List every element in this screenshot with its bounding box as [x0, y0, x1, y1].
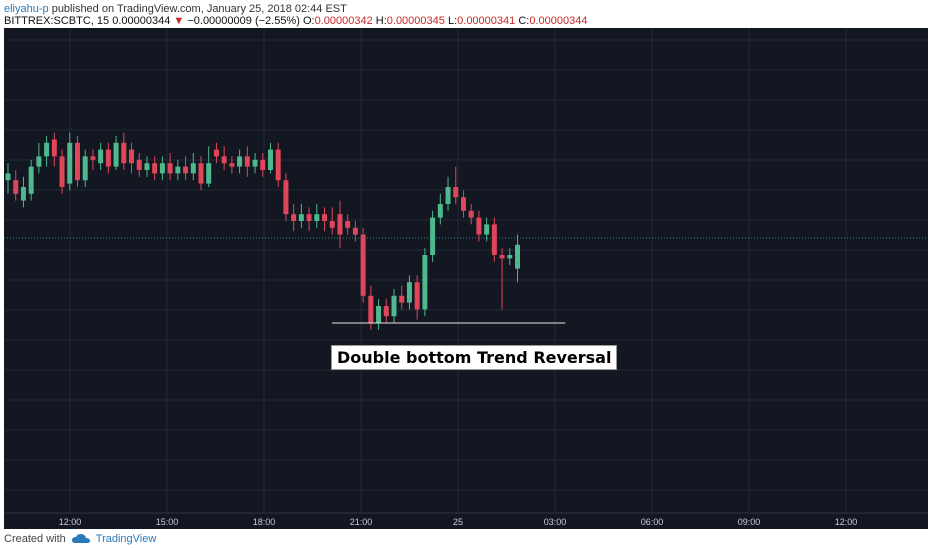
candle-body	[453, 187, 459, 198]
candle-body	[121, 142, 127, 164]
candle-body	[275, 149, 281, 181]
candle-body	[484, 224, 490, 235]
candle-body	[144, 163, 150, 170]
candle-body	[306, 214, 312, 221]
candle-body	[113, 142, 119, 167]
x-tick-label: 21:00	[350, 517, 373, 527]
candle-body	[183, 166, 189, 174]
high-value: 0.00000345	[386, 15, 445, 27]
x-tick-label: 06:00	[641, 517, 664, 527]
candle-body	[28, 166, 34, 194]
x-tick-label: 03:00	[544, 517, 567, 527]
candle-body	[314, 214, 320, 221]
low-label: L:	[447, 15, 458, 27]
candle-body	[499, 255, 505, 259]
candle-body	[67, 142, 73, 184]
candle-body	[244, 156, 250, 167]
candle-body	[198, 163, 204, 184]
candle-body	[105, 149, 111, 167]
candle-body	[82, 156, 88, 181]
candle-body	[460, 197, 466, 211]
candle-body	[360, 234, 366, 296]
candle-body	[237, 156, 243, 167]
candle-body	[430, 217, 436, 255]
candle-body	[175, 166, 181, 174]
candle-body	[507, 255, 513, 259]
candle-body	[352, 227, 358, 235]
x-tick-label: 12:00	[835, 517, 858, 527]
candle-body	[152, 163, 158, 174]
candle-body	[229, 163, 235, 167]
candle-body	[383, 306, 389, 317]
candle-body	[283, 180, 289, 215]
candle-body	[159, 163, 165, 174]
candle-body	[252, 159, 258, 167]
chart-area[interactable]: 12:00 15:00 18:00 21:00 25 03:00 06:00 09:00 12:…	[4, 28, 928, 529]
candle-body	[190, 163, 196, 174]
candle-body	[59, 156, 65, 187]
candle-body	[437, 204, 443, 218]
close-value: 0.00000344	[529, 15, 588, 27]
candle-body	[345, 221, 351, 228]
down-arrow-icon: ▼	[173, 15, 185, 27]
candlestick-chart[interactable]: 12:00 15:00 18:00 21:00 25 03:00 06:00 09:00 12:…	[4, 28, 928, 529]
candle-body	[90, 156, 96, 160]
candle-body	[5, 173, 11, 181]
candle-body	[337, 214, 343, 235]
ohlc-legend: BITTREX:SCBTC, 15 0.00000344 ▼ −0.000000…	[4, 15, 587, 27]
candle-body	[98, 149, 104, 164]
candle-body	[267, 149, 273, 170]
chart-annotation[interactable]: Double bottom Trend Reversal	[331, 345, 618, 370]
candle-body	[36, 156, 42, 167]
open-value: 0.00000342	[314, 15, 373, 27]
candle-body	[476, 217, 482, 235]
close-label: C:	[518, 15, 530, 27]
candle-body	[74, 142, 80, 181]
high-label: H:	[375, 15, 387, 27]
candle-body	[399, 295, 405, 303]
x-tick-label: 15:00	[156, 517, 179, 527]
candle-body	[13, 180, 19, 194]
candle-body	[406, 282, 412, 303]
candle-body	[391, 295, 397, 317]
candle-body	[167, 163, 173, 174]
x-tick-label: 18:00	[253, 517, 276, 527]
publish-info: eliyahu-p published on TradingView.com, …	[4, 3, 347, 15]
candle-body	[491, 224, 497, 255]
candle-body	[20, 187, 26, 201]
x-tick-label: 25	[453, 517, 463, 527]
candle-body	[422, 255, 428, 310]
last-price: 0.00000344	[112, 15, 171, 27]
symbol-label: BITTREX:SCBTC, 15	[4, 15, 110, 27]
candle-body	[221, 156, 227, 164]
candle-body	[298, 214, 304, 221]
candle-body	[291, 214, 297, 221]
open-label: O:	[302, 15, 315, 27]
candle-body	[129, 149, 135, 164]
candle-body	[368, 295, 374, 323]
candle-body	[468, 210, 474, 218]
candle-body	[136, 159, 142, 170]
x-tick-label: 12:00	[59, 517, 82, 527]
candle-body	[445, 187, 451, 204]
published-text: published on TradingView.com, January 25…	[48, 3, 347, 15]
cloud-logo-icon	[71, 534, 90, 543]
tradingview-brand[interactable]: TradingView	[95, 533, 157, 545]
price-change: −0.00000009 (−2.55%)	[187, 15, 300, 27]
candle-body	[376, 306, 382, 323]
candle-body	[515, 244, 521, 269]
author-link[interactable]: eliyahu-p	[4, 3, 49, 15]
candle-body	[206, 163, 212, 184]
candle-body	[51, 139, 57, 157]
candle-body	[414, 282, 420, 310]
low-value: 0.00000341	[457, 15, 516, 27]
candle-body	[260, 159, 266, 170]
candle-body	[329, 221, 335, 228]
candle-body	[44, 142, 50, 157]
x-tick-label: 09:00	[738, 517, 761, 527]
candle-body	[213, 149, 219, 157]
created-with-label: Created with	[4, 533, 66, 545]
candle-body	[322, 214, 328, 221]
footer: Created with TradingView	[4, 533, 156, 545]
